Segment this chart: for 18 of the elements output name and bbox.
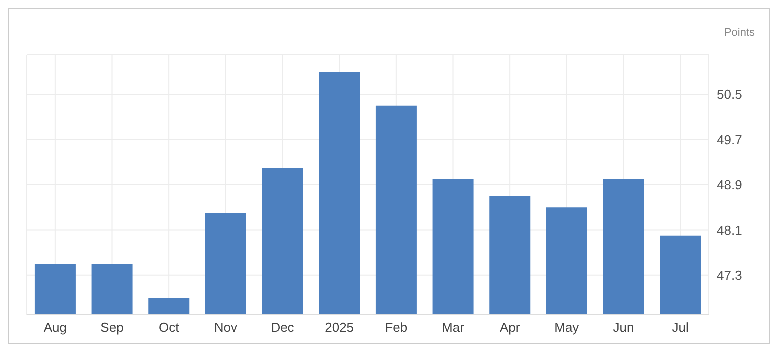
x-tick-label: Feb: [385, 320, 408, 336]
x-tick-label: Nov: [214, 320, 238, 336]
y-tick-label: 49.7: [717, 132, 742, 148]
y-tick-label: 47.3: [717, 268, 742, 284]
y-tick-label: 50.5: [717, 87, 742, 102]
x-tick-label: Oct: [158, 320, 180, 336]
x-tick-label: May: [554, 320, 580, 336]
x-tick-label: Jun: [613, 320, 634, 336]
y-axis-title: Points: [724, 27, 755, 39]
y-tick-label: 48.9: [717, 178, 742, 193]
x-tick-label: 2025: [325, 320, 354, 336]
x-tick-label: Sep: [100, 320, 124, 336]
x-tick-label: Apr: [500, 320, 521, 336]
x-tick-label: Aug: [44, 320, 67, 336]
x-tick-label: Dec: [271, 320, 295, 336]
y-tick-label: 48.1: [717, 222, 742, 238]
x-tick-label: Jul: [672, 320, 689, 336]
x-tick-label: Mar: [442, 320, 466, 336]
